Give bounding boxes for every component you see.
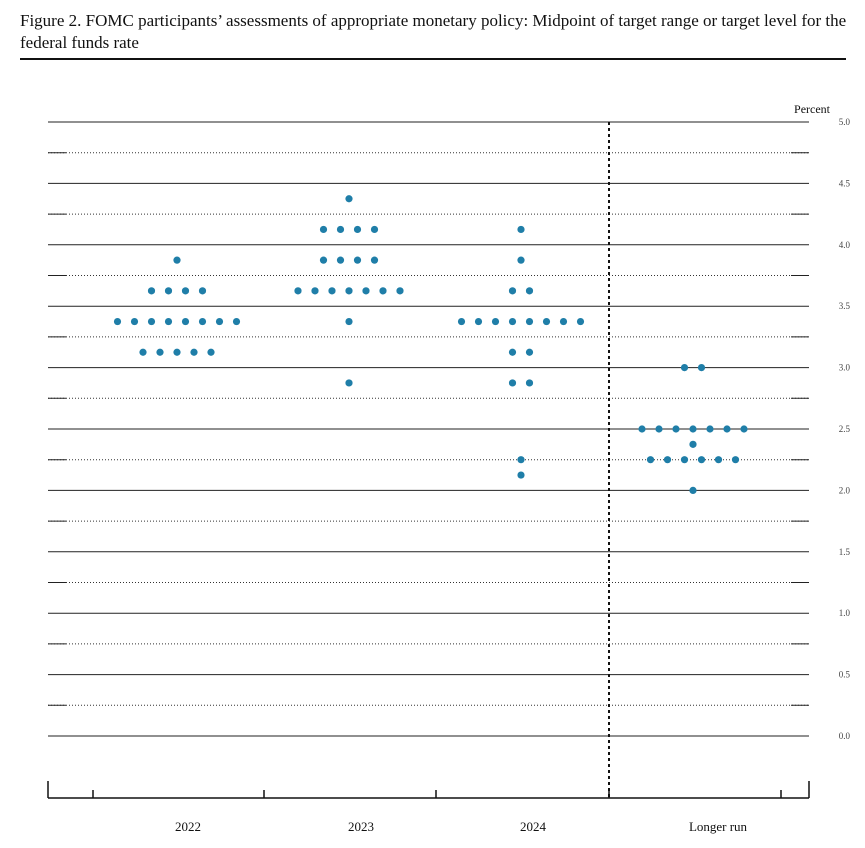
dot-longer-run xyxy=(638,425,646,433)
dot-2024 xyxy=(525,348,534,356)
dot-longer-run xyxy=(680,456,689,464)
dot-longer-run xyxy=(723,425,731,433)
dot-2024 xyxy=(474,317,483,326)
dot-2024 xyxy=(508,348,517,356)
y-tick-label: 4.5 xyxy=(839,178,851,188)
dot-longer-run xyxy=(731,456,740,464)
dot-2022 xyxy=(232,317,241,326)
dot-2022 xyxy=(139,348,147,356)
dot-longer-run xyxy=(655,425,663,433)
dot-2024 xyxy=(517,471,525,479)
dot-longer-run xyxy=(680,364,689,372)
dot-2024 xyxy=(508,287,517,295)
dot-2024 xyxy=(525,379,534,387)
y-tick-label: 0.5 xyxy=(839,670,851,680)
dot-2024 xyxy=(525,287,534,295)
dot-2023 xyxy=(294,287,302,295)
dot-longer-run xyxy=(663,456,672,464)
y-tick-label: 5.0 xyxy=(839,117,851,127)
x-category-label: 2024 xyxy=(520,819,547,834)
dot-2024 xyxy=(525,317,534,326)
dot-2022 xyxy=(215,317,224,326)
dot-2022 xyxy=(181,287,190,295)
x-axis: 2022 2023 2024 Longer run xyxy=(47,781,810,834)
dot-2022 xyxy=(198,287,207,295)
dot-2023 xyxy=(370,225,379,234)
dot-2022 xyxy=(181,317,190,326)
dot-2023 xyxy=(336,225,345,234)
dot-2023 xyxy=(345,317,353,326)
dot-longer-run xyxy=(697,456,706,464)
dot-2022 xyxy=(198,317,207,326)
dot-2022 xyxy=(147,287,156,295)
dot-2023 xyxy=(345,379,353,387)
title-rule xyxy=(20,58,846,60)
dot-2023 xyxy=(353,225,362,234)
dot-longer-run xyxy=(689,425,697,433)
dot-longer-run xyxy=(697,364,706,372)
y-axis-unit-label: Percent xyxy=(794,102,831,116)
y-tick-label: 4.0 xyxy=(839,240,851,250)
dots-layer xyxy=(113,195,748,494)
dot-2024 xyxy=(508,379,517,387)
x-category-label: 2023 xyxy=(348,819,374,834)
dot-2023 xyxy=(328,287,336,295)
dot-2023 xyxy=(379,287,387,295)
dot-2022 xyxy=(164,287,173,295)
y-tick-label: 1.0 xyxy=(839,608,851,618)
y-tick-label: 2.5 xyxy=(839,424,851,434)
dot-2023 xyxy=(353,256,362,264)
dot-2022 xyxy=(164,317,173,326)
dot-2023 xyxy=(345,195,353,203)
y-tick-label: 3.5 xyxy=(839,301,851,311)
dot-2024 xyxy=(542,317,551,326)
dot-2022 xyxy=(190,348,198,356)
y-tick-label: 2.0 xyxy=(839,485,851,495)
y-tick-label: 0.0 xyxy=(839,731,851,741)
dot-longer-run xyxy=(689,440,697,448)
dot-2023 xyxy=(319,256,328,264)
dot-longer-run xyxy=(740,425,748,433)
dot-2024 xyxy=(457,317,466,326)
dot-2024 xyxy=(508,317,517,326)
y-tick-label: 1.5 xyxy=(839,547,851,557)
dot-longer-run xyxy=(646,456,655,464)
dot-longer-run xyxy=(672,425,680,433)
dot-2022 xyxy=(173,256,181,264)
dot-2024 xyxy=(576,317,585,326)
dot-2022 xyxy=(156,348,164,356)
dot-2024 xyxy=(559,317,568,326)
dot-2023 xyxy=(311,287,319,295)
y-axis-tick-labels: 0.0 0.5 1.0 1.5 2.0 2.5 3.0 3.5 4.0 4.5 5.0 xyxy=(839,117,851,741)
x-category-label: 2022 xyxy=(175,819,201,834)
dot-2024 xyxy=(517,456,525,464)
y-tick-label: 3.0 xyxy=(839,363,851,373)
dot-2022 xyxy=(113,317,122,326)
dot-2024 xyxy=(491,317,500,326)
dot-longer-run xyxy=(689,486,697,494)
dot-2023 xyxy=(319,225,328,234)
dot-longer-run xyxy=(706,425,714,433)
dot-2022 xyxy=(130,317,139,326)
dot-2023 xyxy=(345,287,353,295)
dot-2024 xyxy=(517,225,525,234)
dot-2024 xyxy=(517,256,525,264)
dot-2023 xyxy=(362,287,370,295)
x-category-label: Longer run xyxy=(689,819,748,834)
figure-title: Figure 2. FOMC participants’ assessments… xyxy=(20,11,847,52)
dot-2023 xyxy=(336,256,345,264)
dot-2022 xyxy=(207,348,215,356)
dot-2023 xyxy=(370,256,379,264)
dot-2022 xyxy=(147,317,156,326)
dot-2022 xyxy=(173,348,181,356)
dot-longer-run xyxy=(714,456,723,464)
dot-2023 xyxy=(396,287,404,295)
